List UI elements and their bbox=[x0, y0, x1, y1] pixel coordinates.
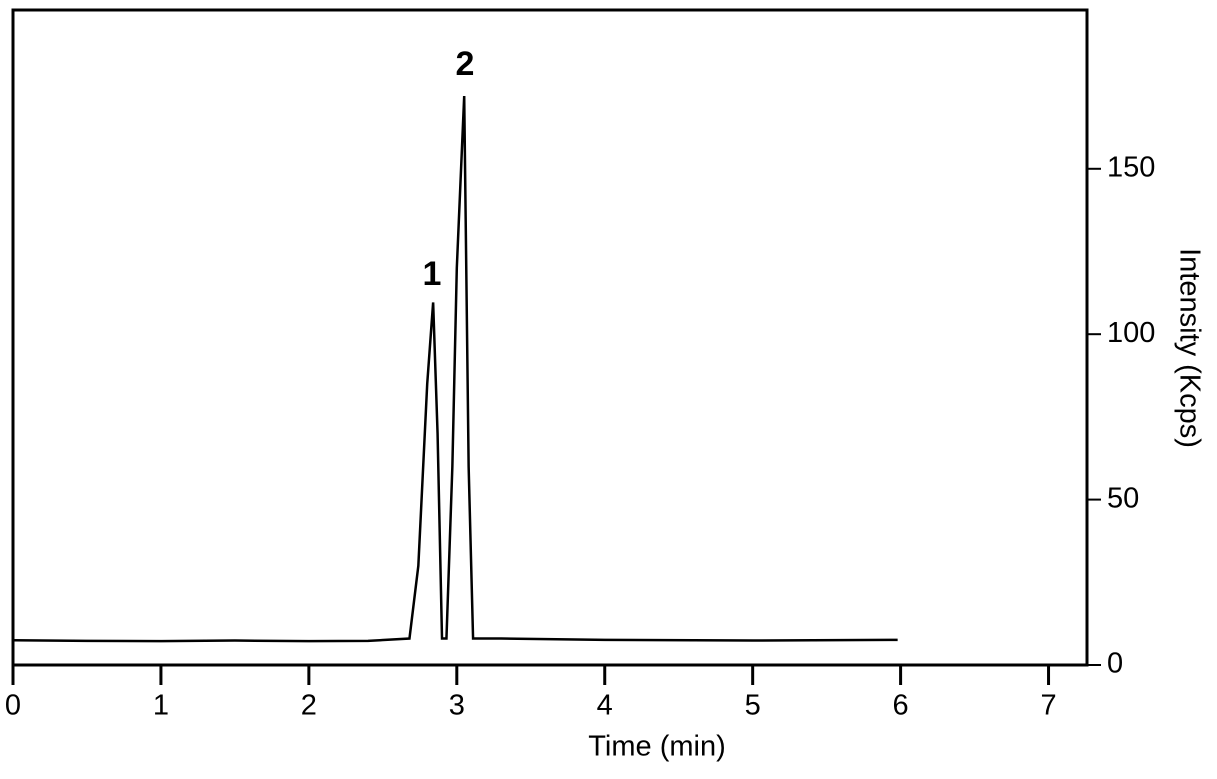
plot-frame bbox=[11, 8, 1089, 667]
y-tick-label: 100 bbox=[1107, 317, 1155, 349]
data-line bbox=[12, 95, 898, 643]
y-tick-label: 150 bbox=[1107, 151, 1155, 183]
x-tick-label: 1 bbox=[153, 690, 169, 722]
x-tick-label: 2 bbox=[301, 690, 317, 722]
x-tick-label: 0 bbox=[5, 690, 21, 722]
y-tick-label: 0 bbox=[1107, 648, 1123, 680]
x-tick-label: 3 bbox=[449, 690, 465, 722]
y-axis-label: Intensity (Kcps) bbox=[1173, 248, 1205, 448]
x-tick-label: 5 bbox=[745, 690, 761, 722]
x-tick-label: 6 bbox=[893, 690, 909, 722]
peak-label: 1 bbox=[423, 255, 442, 293]
x-tick-label: 4 bbox=[597, 690, 613, 722]
peak-label: 2 bbox=[456, 45, 475, 83]
x-tick-label: 7 bbox=[1040, 690, 1056, 722]
x-axis-label: Time (min) bbox=[588, 731, 725, 763]
y-tick-label: 50 bbox=[1107, 482, 1139, 514]
